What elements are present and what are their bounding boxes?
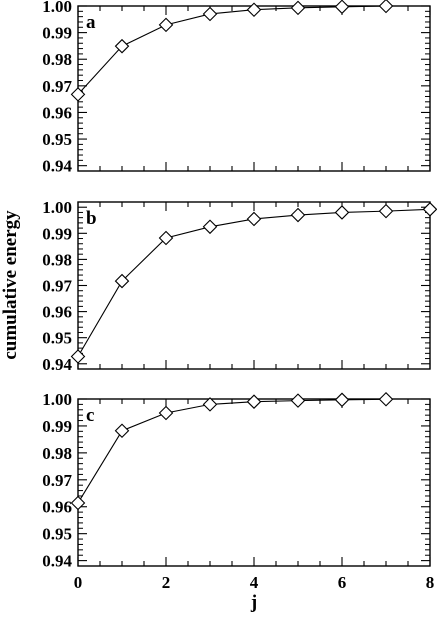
data-point-diamond	[422, 202, 437, 217]
data-point-diamond	[334, 205, 350, 220]
data-point-diamond	[202, 219, 218, 235]
data-point-diamond	[246, 2, 262, 18]
data-point-diamond	[114, 38, 130, 54]
chart-panel-c: 0.94 0.95 0.96 0.97 0.98 0.99 1.00 0 2 4 6 8 c	[42, 390, 434, 592]
y-tick-label: 0.97	[42, 277, 72, 296]
data-point-diamond	[378, 391, 394, 407]
y-axis-title: cumulative energy	[0, 210, 21, 360]
panel-label: c	[86, 405, 94, 426]
y-tick-label: 0.98	[42, 250, 72, 269]
data-point-diamond	[202, 397, 218, 412]
data-point-diamond	[158, 230, 174, 246]
data-point-diamond	[70, 495, 86, 511]
y-tick-label: 0.94	[42, 552, 72, 571]
y-tick-label: 0.94	[42, 157, 72, 176]
y-tick-label: 0.99	[42, 224, 72, 243]
y-tick-label: 0.99	[42, 417, 72, 436]
y-tick-label: 0.99	[42, 24, 72, 43]
data-point-diamond	[378, 203, 394, 219]
y-tick-label: 0.95	[42, 130, 72, 149]
data-point-diamond	[290, 207, 306, 223]
data-point-diamond	[70, 87, 86, 102]
x-tick-label: 8	[426, 573, 435, 592]
plot-frame	[77, 5, 431, 172]
y-tick-label: 0.97	[42, 471, 72, 490]
data-point-diamond	[246, 211, 262, 227]
data-point-diamond	[378, 0, 394, 14]
series-line	[77, 208, 431, 357]
series-line	[77, 398, 387, 504]
series-line	[77, 5, 387, 95]
x-tick-label: 6	[338, 573, 347, 592]
data-point-diamond	[334, 0, 350, 15]
plot-frame	[77, 201, 431, 370]
y-tick-label: 1.00	[42, 0, 72, 16]
data-point-diamond	[290, 0, 306, 16]
chart-panel-a: 0.94 0.95 0.96 0.97 0.98 0.99 1.00 a	[42, 0, 431, 176]
panel-label: b	[86, 208, 97, 229]
data-point-diamond	[114, 273, 130, 289]
plot-frame	[77, 398, 431, 567]
chart-panel-b: 0.94 0.95 0.96 0.97 0.98 0.99 1.00 b	[42, 198, 437, 374]
y-tick-label: 0.97	[42, 77, 72, 96]
data-point-diamond	[158, 17, 174, 33]
data-point-diamond	[334, 392, 350, 408]
x-tick-label: 4	[250, 573, 259, 592]
y-tick-label: 0.98	[42, 444, 72, 463]
y-tick-label: 0.94	[42, 355, 72, 374]
y-tick-label: 0.96	[42, 103, 72, 122]
y-tick-label: 0.95	[42, 525, 72, 544]
y-tick-label: 0.98	[42, 50, 72, 69]
data-point-diamond	[70, 349, 86, 364]
y-tick-label: 0.96	[42, 498, 72, 517]
y-tick-label: 1.00	[42, 390, 72, 409]
data-point-diamond	[202, 6, 218, 22]
panel-label: a	[86, 12, 96, 33]
x-tick-label: 0	[74, 573, 83, 592]
data-point-diamond	[114, 423, 130, 439]
y-tick-label: 1.00	[42, 198, 72, 217]
x-tick-label: 2	[162, 573, 171, 592]
data-point-diamond	[158, 405, 174, 421]
y-tick-label: 0.96	[42, 303, 72, 322]
data-point-diamond	[290, 393, 306, 408]
x-axis-title: j	[250, 592, 257, 612]
y-tick-label: 0.95	[42, 329, 72, 348]
data-point-diamond	[246, 394, 262, 409]
